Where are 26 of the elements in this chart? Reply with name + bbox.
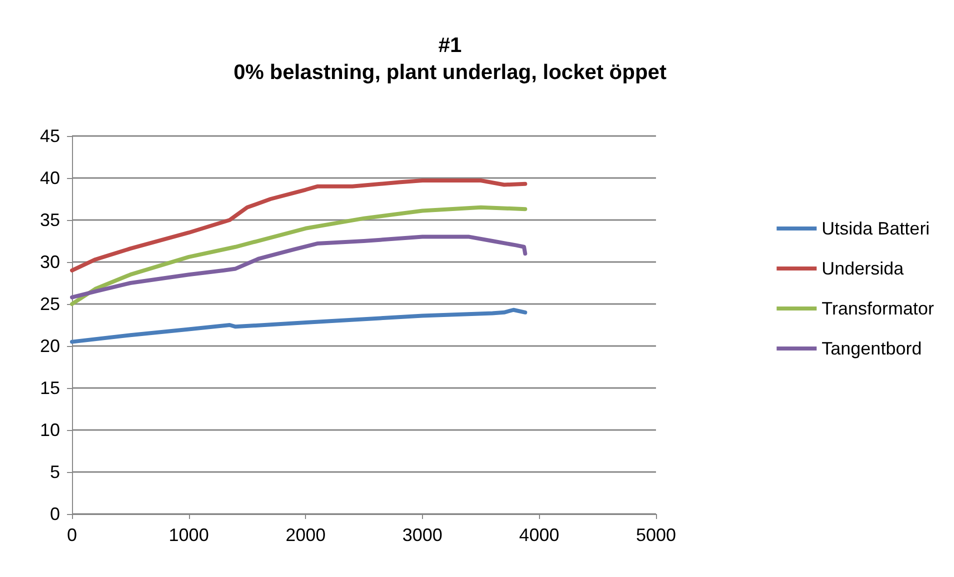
chart-title: #1 [438,34,462,57]
y-tick-label: 20 [40,336,60,356]
y-tick-label: 35 [40,210,60,230]
legend-label: Undersida [822,258,905,278]
y-tick-label: 25 [40,294,60,314]
line-series [70,178,528,272]
legend-label: Tangentbord [822,338,922,358]
chart-subtitle: 0% belastning, plant underlag, locket öppet [234,61,666,84]
x-tick-label: 4000 [519,525,560,545]
y-tick-label: 30 [40,252,60,272]
legend-label: Transformator [822,298,934,318]
line-series [70,308,528,344]
line-series [70,205,528,306]
x-tick-label: 0 [66,525,78,545]
line-series [70,234,528,300]
y-tick-label: 0 [50,504,60,524]
y-tick-label: 40 [40,168,60,188]
y-tick-label: 5 [50,462,60,482]
y-tick-label: 10 [40,420,60,440]
x-tick-label: 3000 [402,525,442,545]
x-tick-label: 5000 [636,525,676,545]
x-tick-label: 1000 [168,525,209,545]
x-tick-label: 2000 [286,525,326,545]
legend-label: Utsida Batteri [822,218,930,238]
y-tick-label: 45 [40,126,60,146]
y-tick-label: 15 [40,378,60,398]
